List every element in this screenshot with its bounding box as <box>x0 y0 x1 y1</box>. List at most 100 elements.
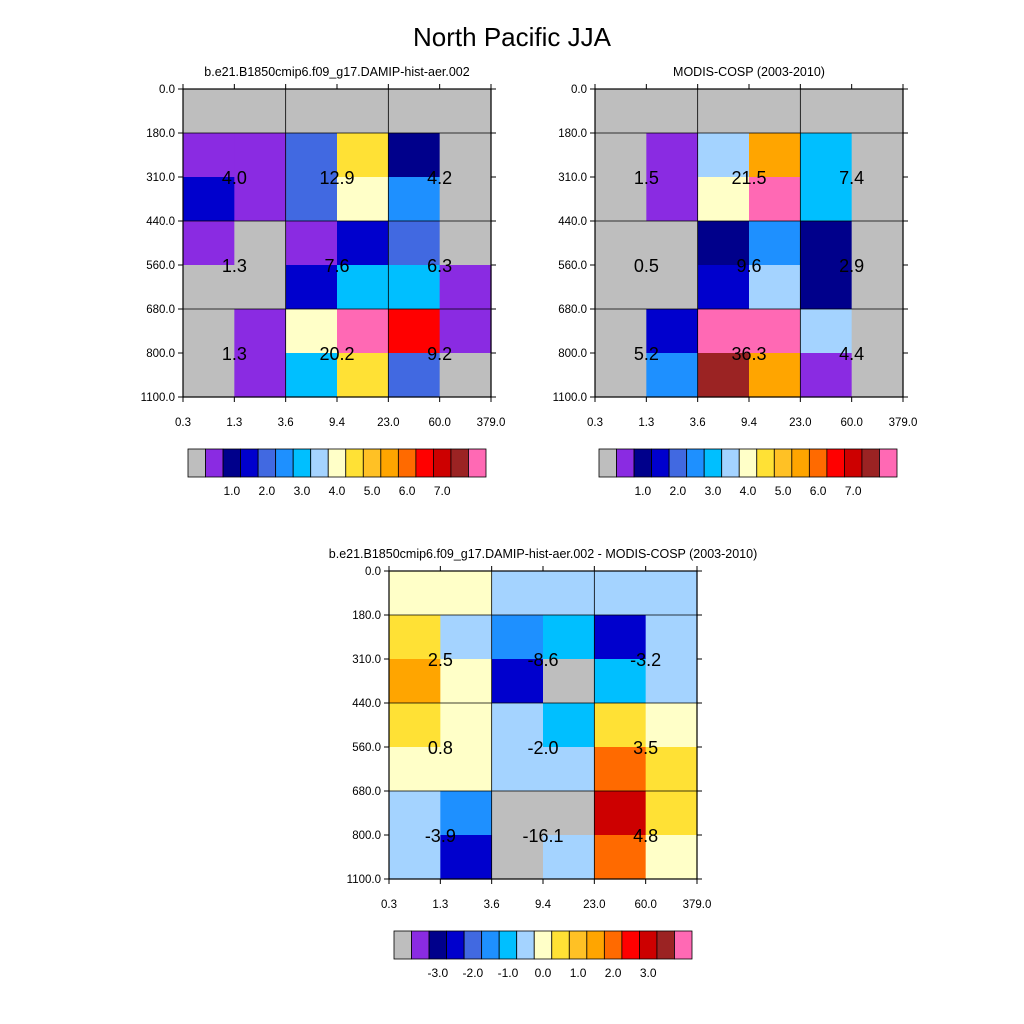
heatmap-cell <box>337 89 389 134</box>
x-tick-label: 0.3 <box>381 899 397 911</box>
x-tick-label: 9.4 <box>741 417 758 429</box>
heatmap-cell <box>337 309 389 354</box>
y-tick-label: 310.0 <box>146 172 175 184</box>
heatmap-cell <box>439 177 492 222</box>
heatmap-cell <box>594 571 647 616</box>
heatmap-cell <box>646 177 699 222</box>
heatmap-cell <box>234 133 287 178</box>
heatmap-cell <box>645 747 698 792</box>
y-tick-label: 180.0 <box>558 128 587 140</box>
x-tick-label: 9.4 <box>329 417 346 429</box>
x-tick-label: 379.0 <box>889 417 918 429</box>
colorbar-label: 3.0 <box>294 484 311 498</box>
heatmap-cell <box>594 703 647 748</box>
colorbar-label: 2.0 <box>605 966 622 980</box>
panel-title: MODIS-COSP (2003-2010) <box>673 65 825 79</box>
heatmap-cell <box>389 747 441 792</box>
heatmap-cell <box>439 265 492 310</box>
heatmap-cell <box>491 571 544 616</box>
colorbar: -3.0 -2.0 -1.0 0.0 1.0 2.0 3.0 <box>393 930 693 980</box>
colorbar-swatch <box>257 448 277 478</box>
heatmap-cell <box>183 265 235 310</box>
colorbar-swatch <box>380 448 399 478</box>
colorbar-swatch <box>738 448 758 478</box>
heatmap-cell <box>388 265 441 310</box>
heatmap-cell <box>697 177 750 222</box>
heatmap-cell <box>851 89 904 134</box>
block-value-label: -16.1 <box>522 826 563 846</box>
heatmap-cell <box>851 221 904 266</box>
heatmap-cell <box>285 353 338 398</box>
y-tick-label: 0.0 <box>365 566 381 578</box>
colorbar-label: 2.0 <box>670 484 687 498</box>
block-value-label: 7.6 <box>324 256 349 276</box>
heatmap-cell <box>389 703 441 748</box>
heatmap-cell <box>851 265 904 310</box>
colorbar-swatch <box>621 930 640 960</box>
heatmap-cell <box>439 309 492 354</box>
heatmap-cell <box>697 221 750 266</box>
heatmap-cell <box>183 177 235 222</box>
heatmap-cell <box>594 835 647 880</box>
colorbar-swatch <box>428 930 447 960</box>
heatmap-cell <box>800 221 853 266</box>
heatmap-cell <box>800 89 853 134</box>
colorbar-swatch <box>826 448 845 478</box>
heatmap-cell <box>491 615 544 660</box>
colorbar-label: 4.0 <box>329 484 346 498</box>
colorbar-swatch <box>651 448 670 478</box>
x-tick-label: 1.3 <box>638 417 654 429</box>
block-value-label: 3.5 <box>633 738 658 758</box>
block-value-label: 36.3 <box>731 344 766 364</box>
heatmap-cell <box>749 89 801 134</box>
heatmap-cell <box>646 309 699 354</box>
colorbar-label: -2.0 <box>463 966 484 980</box>
colorbar-swatch <box>205 448 224 478</box>
x-tick-label: 379.0 <box>683 899 712 911</box>
heatmap-cell <box>337 353 389 398</box>
heatmap-cell <box>697 89 750 134</box>
y-tick-label: 800.0 <box>558 348 587 360</box>
heatmap-cell <box>183 353 235 398</box>
heatmap-cell <box>285 177 338 222</box>
colorbar-swatch <box>292 448 312 478</box>
heatmap-cell <box>594 615 647 660</box>
heatmap-cell <box>697 353 750 398</box>
heatmap-cell <box>851 353 904 398</box>
heatmap-cell <box>749 309 801 354</box>
figure-title: North Pacific JJA <box>413 22 612 52</box>
colorbar-swatch <box>633 448 652 478</box>
heatmap-cell <box>645 791 698 836</box>
heatmap-cell <box>645 703 698 748</box>
block-value-label: -3.9 <box>425 826 456 846</box>
y-tick-label: 680.0 <box>352 786 381 798</box>
heatmap-cell <box>851 133 904 178</box>
colorbar-swatch <box>450 448 469 478</box>
heatmap-panel-3: b.e21.B1850cmip6.f09_g17.DAMIP-hist-aer.… <box>329 547 757 980</box>
heatmap-cell <box>183 221 235 266</box>
colorbar-swatch <box>310 448 329 478</box>
y-tick-label: 0.0 <box>571 84 587 96</box>
colorbar-label: 1.0 <box>570 966 587 980</box>
colorbar-label: 5.0 <box>364 484 381 498</box>
block-value-label: 6.3 <box>427 256 452 276</box>
block-value-label: 4.8 <box>633 826 658 846</box>
colorbar-swatch <box>598 448 617 478</box>
heatmap-cell <box>388 133 441 178</box>
colorbar: 1.0 2.0 3.0 4.0 5.0 6.0 7.0 <box>187 448 487 498</box>
colorbar-swatch <box>879 448 898 478</box>
y-tick-label: 180.0 <box>352 610 381 622</box>
colorbar-label: 7.0 <box>434 484 451 498</box>
x-tick-label: 23.0 <box>789 417 811 429</box>
heatmap-cell <box>646 353 699 398</box>
heatmap-cell <box>285 309 338 354</box>
heatmap-cell <box>388 353 441 398</box>
y-tick-label: 560.0 <box>352 742 381 754</box>
y-tick-label: 1100.0 <box>141 392 175 404</box>
colorbar-swatch <box>756 448 775 478</box>
heatmap-cell <box>543 703 595 748</box>
heatmap-cell <box>440 615 493 660</box>
heatmap-cell <box>851 177 904 222</box>
colorbar-label: 2.0 <box>259 484 276 498</box>
block-value-label: -2.0 <box>527 738 558 758</box>
